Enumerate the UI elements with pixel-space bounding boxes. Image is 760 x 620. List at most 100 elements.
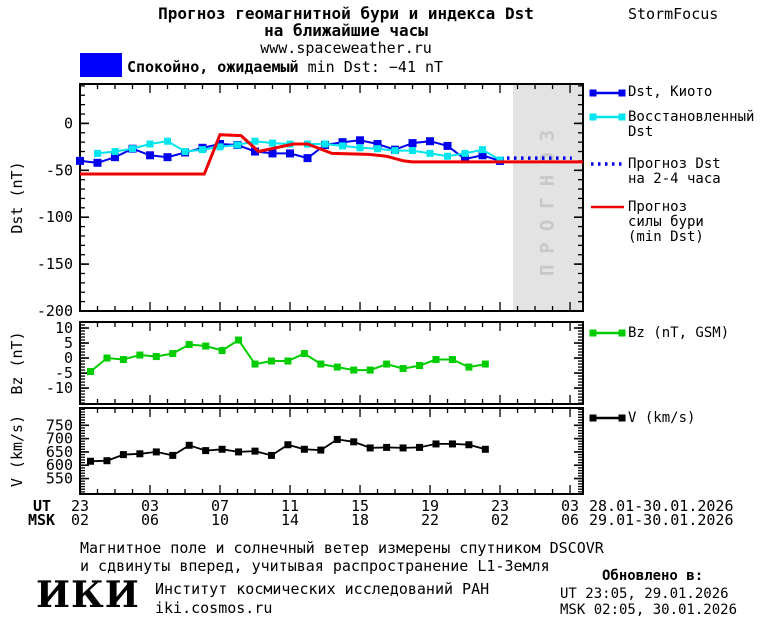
msk-tick-label: 10 bbox=[210, 511, 230, 529]
data-point bbox=[383, 360, 391, 368]
page-title-line2: на ближайшие часы bbox=[264, 21, 428, 40]
msk-tick-label: 02 bbox=[70, 511, 90, 529]
data-point bbox=[465, 441, 473, 449]
data-point bbox=[181, 148, 189, 156]
ut-tick-label: 15 bbox=[350, 497, 370, 515]
data-point bbox=[146, 140, 154, 148]
msk-tick-label: 06 bbox=[561, 511, 580, 529]
data-point bbox=[373, 140, 382, 149]
msk-row-header: MSK bbox=[28, 511, 56, 529]
data-point bbox=[339, 142, 347, 150]
data-point bbox=[303, 154, 312, 163]
data-point bbox=[267, 451, 275, 459]
y-tick-label: 700 bbox=[46, 430, 73, 448]
legend-sample-marker bbox=[589, 329, 597, 337]
data-point bbox=[333, 435, 341, 443]
forecast-watermark: ПРОГНОЗ bbox=[536, 119, 558, 276]
ut-tick-label: 11 bbox=[280, 497, 300, 515]
y-tick-label: 10 bbox=[55, 319, 73, 337]
msk-date-range: 29.01-30.01.2026 bbox=[589, 511, 734, 529]
data-point bbox=[185, 341, 193, 349]
data-point bbox=[481, 445, 489, 453]
data-point bbox=[251, 147, 260, 156]
data-point bbox=[444, 152, 452, 160]
data-point bbox=[465, 363, 473, 371]
data-point bbox=[286, 149, 295, 158]
ut-tick-label: 07 bbox=[210, 497, 230, 515]
msk-tick-label: 06 bbox=[140, 511, 160, 529]
legend-sample-marker bbox=[618, 113, 626, 121]
data-point bbox=[129, 145, 137, 153]
institute-url-link[interactable]: iki.cosmos.ru bbox=[155, 599, 273, 617]
data-point bbox=[356, 144, 364, 152]
data-point bbox=[93, 158, 102, 167]
data-point bbox=[234, 141, 242, 149]
y-tick-label: 5 bbox=[64, 334, 73, 352]
data-point bbox=[443, 141, 452, 150]
y-tick-label: 650 bbox=[46, 443, 73, 461]
data-point bbox=[169, 350, 177, 358]
data-point bbox=[251, 360, 259, 368]
data-point bbox=[383, 443, 391, 451]
data-point bbox=[409, 147, 417, 155]
data-point bbox=[199, 146, 207, 154]
data-point bbox=[202, 342, 210, 350]
y-tick-label: -5 bbox=[55, 364, 73, 382]
data-point bbox=[111, 148, 119, 156]
storm-status-label: Спокойно, ожидаемый bbox=[127, 58, 299, 76]
chart-frame bbox=[79, 83, 584, 312]
data-point bbox=[164, 137, 172, 145]
data-point bbox=[317, 446, 325, 454]
legend-sample-marker bbox=[589, 113, 597, 121]
data-point bbox=[399, 444, 407, 452]
data-point bbox=[152, 448, 160, 456]
data-point bbox=[235, 448, 243, 456]
y-tick-label: 550 bbox=[46, 470, 73, 488]
data-point bbox=[448, 356, 456, 364]
data-point bbox=[350, 438, 358, 446]
legend-bz: Bz (nT, GSM) bbox=[628, 325, 730, 341]
y-axis-title: Dst (nT) bbox=[8, 161, 26, 233]
data-point bbox=[461, 155, 470, 164]
legend-restored-line2: Dst bbox=[628, 124, 654, 140]
updated-ut-time: UT 23:05, 29.01.2026 bbox=[560, 586, 729, 602]
y-tick-label: -200 bbox=[37, 302, 73, 320]
data-point bbox=[146, 151, 155, 160]
data-point bbox=[284, 357, 292, 365]
site-url-link[interactable]: www.spaceweather.ru bbox=[260, 39, 432, 57]
ut-tick-label: 03 bbox=[140, 497, 160, 515]
data-point bbox=[356, 136, 365, 145]
msk-tick-label: 02 bbox=[491, 511, 510, 529]
data-point bbox=[251, 447, 259, 455]
data-point bbox=[185, 441, 193, 449]
forecast-region bbox=[512, 84, 583, 311]
data-point bbox=[350, 366, 358, 374]
data-point bbox=[103, 457, 111, 465]
storm-status-text: Спокойно, ожидаемый min Dst: −41 nT bbox=[127, 58, 443, 76]
legend-sample-marker bbox=[618, 89, 626, 97]
y-tick-label: 750 bbox=[46, 416, 73, 434]
ut-tick-label: 23 bbox=[70, 497, 90, 515]
data-point bbox=[338, 138, 347, 147]
data-point bbox=[94, 149, 102, 157]
msk-tick-label: 14 bbox=[280, 511, 300, 529]
data-point bbox=[163, 153, 172, 162]
data-point bbox=[136, 351, 144, 359]
updated-header: Обновлено в: bbox=[602, 568, 704, 584]
institute-name: Институт космических исследований РАН bbox=[155, 580, 490, 598]
data-point bbox=[426, 149, 434, 157]
ut-row-header: UT bbox=[33, 497, 52, 515]
brand-label: StormFocus bbox=[628, 5, 719, 23]
data-point bbox=[136, 450, 144, 458]
updated-msk-time: MSK 02:05, 30.01.2026 bbox=[560, 602, 738, 618]
y-axis-title: Bz (nT) bbox=[8, 331, 26, 394]
msk-tick-label: 22 bbox=[421, 511, 440, 529]
y-tick-label: 0 bbox=[64, 349, 73, 367]
storm-level-color-box bbox=[80, 53, 122, 77]
data-point bbox=[235, 336, 243, 344]
chart-frame bbox=[79, 321, 584, 405]
legend-forecast-line2: на 2-4 часа bbox=[628, 171, 721, 187]
legend-dst-kyoto: Dst, Киото bbox=[628, 84, 713, 100]
